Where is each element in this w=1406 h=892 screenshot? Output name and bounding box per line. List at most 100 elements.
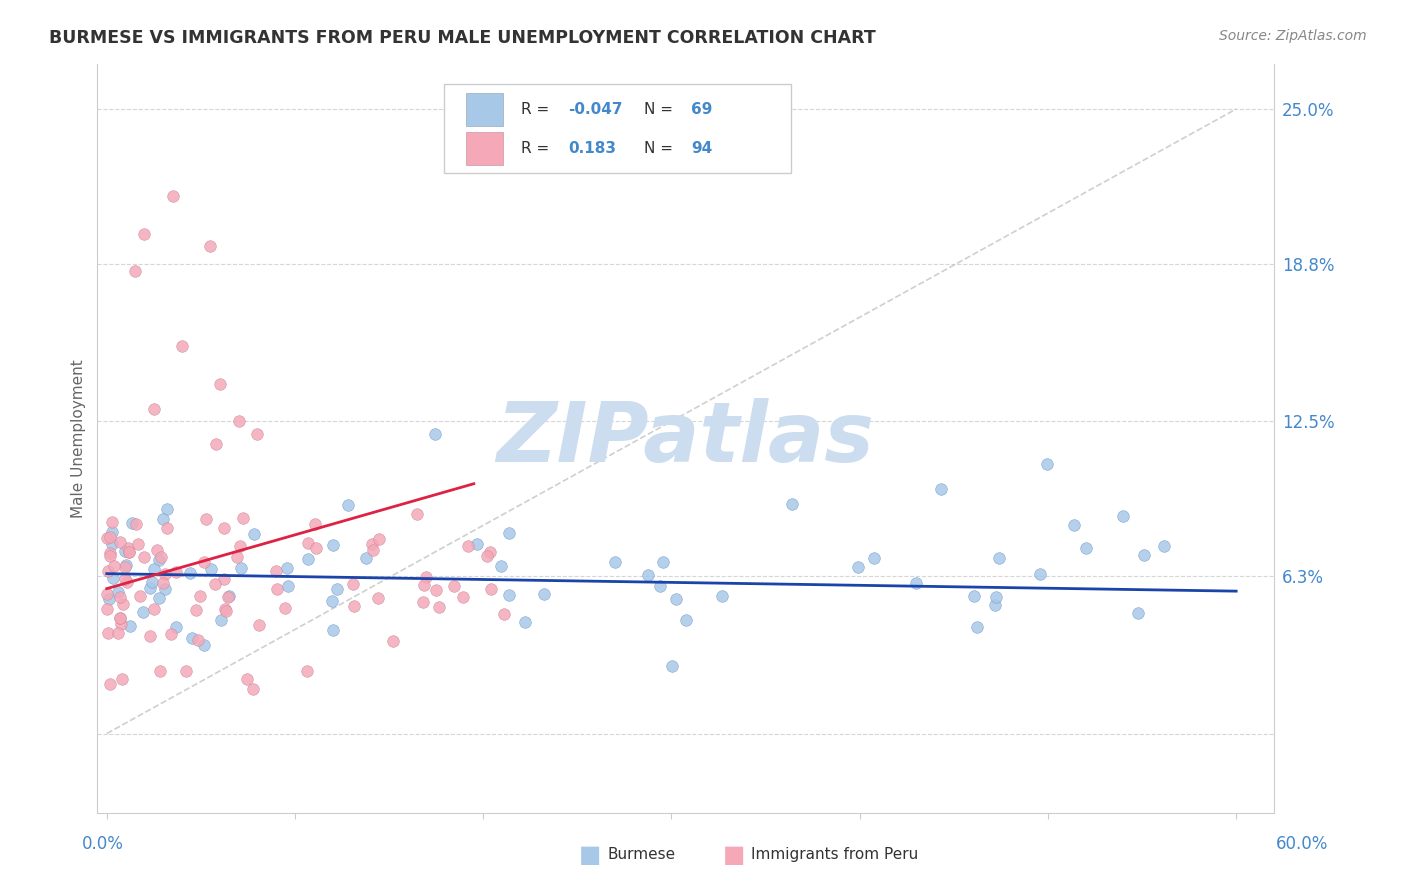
Point: [170, 339, 193, 353]
Point: [651, 555, 673, 569]
Point: [98, 546, 121, 560]
Point: [97, 625, 120, 640]
FancyBboxPatch shape: [465, 94, 503, 127]
Point: [174, 664, 197, 678]
Point: [179, 566, 201, 581]
Point: [465, 537, 488, 551]
Point: [243, 527, 266, 541]
Point: [121, 516, 143, 531]
Point: [479, 545, 502, 559]
Point: [905, 575, 928, 590]
Point: [118, 544, 141, 558]
Point: [1036, 457, 1059, 471]
Point: [498, 525, 520, 540]
Point: [297, 552, 319, 566]
Point: [97, 591, 120, 606]
Text: -0.047: -0.047: [568, 103, 623, 117]
Point: [156, 521, 179, 535]
Point: [863, 551, 886, 566]
Point: [489, 558, 512, 573]
Point: [212, 521, 235, 535]
Point: [214, 573, 236, 587]
Point: [457, 539, 479, 553]
Point: [101, 537, 124, 551]
Text: Burmese: Burmese: [607, 847, 675, 862]
Text: ■: ■: [579, 843, 602, 866]
Point: [96, 602, 118, 616]
Point: [97, 564, 120, 578]
Point: [115, 558, 138, 572]
Point: [276, 561, 298, 575]
Point: [152, 512, 174, 526]
Text: 0.183: 0.183: [568, 141, 616, 156]
Point: [148, 591, 170, 606]
Point: [425, 426, 447, 441]
Point: [603, 555, 626, 569]
Point: [129, 590, 152, 604]
Point: [117, 541, 139, 555]
Point: [1074, 541, 1097, 555]
Point: [963, 589, 986, 603]
Point: [114, 572, 136, 586]
Point: [929, 482, 952, 496]
Point: [112, 597, 135, 611]
Point: [1112, 509, 1135, 524]
Point: [675, 613, 697, 627]
Point: [427, 600, 450, 615]
Text: 69: 69: [692, 103, 713, 117]
Point: [1126, 606, 1149, 620]
FancyBboxPatch shape: [444, 84, 792, 173]
Text: N =: N =: [644, 103, 673, 117]
Point: [142, 401, 165, 416]
Point: [110, 535, 132, 549]
Text: 94: 94: [692, 141, 713, 156]
Point: [242, 681, 264, 696]
Point: [108, 611, 131, 625]
Point: [297, 536, 319, 550]
Point: [115, 575, 138, 590]
Point: [368, 532, 391, 546]
Point: [127, 537, 149, 551]
Point: [148, 553, 170, 567]
Text: N =: N =: [644, 141, 673, 156]
Point: [103, 558, 125, 573]
Point: [266, 582, 288, 597]
Point: [984, 599, 1007, 613]
Point: [367, 591, 389, 605]
Point: [984, 591, 1007, 605]
Point: [228, 414, 250, 428]
Point: [204, 576, 226, 591]
Point: [204, 437, 226, 451]
Point: [533, 586, 555, 600]
Point: [181, 631, 204, 645]
Point: [637, 567, 659, 582]
Text: Source: ZipAtlas.com: Source: ZipAtlas.com: [1219, 29, 1367, 43]
Text: R =: R =: [520, 103, 550, 117]
Point: [101, 525, 124, 540]
Text: BURMESE VS IMMIGRANTS FROM PERU MALE UNEMPLOYMENT CORRELATION CHART: BURMESE VS IMMIGRANTS FROM PERU MALE UNE…: [49, 29, 876, 46]
Text: Immigrants from Peru: Immigrants from Peru: [751, 847, 918, 862]
Point: [165, 620, 187, 634]
Point: [187, 633, 209, 648]
Point: [120, 618, 142, 632]
Point: [475, 549, 498, 563]
Point: [208, 376, 231, 391]
Point: [124, 516, 146, 531]
Point: [195, 512, 218, 526]
Point: [336, 498, 359, 512]
Point: [481, 582, 503, 596]
Point: [152, 575, 174, 590]
Point: [108, 610, 131, 624]
Point: [228, 539, 250, 553]
Point: [1153, 539, 1175, 553]
Point: [98, 530, 121, 544]
Point: [188, 589, 211, 603]
Point: [246, 426, 269, 441]
Text: R =: R =: [520, 141, 550, 156]
Point: [225, 549, 247, 564]
Point: [661, 658, 683, 673]
Point: [215, 604, 238, 618]
Point: [110, 617, 132, 632]
Point: [988, 550, 1011, 565]
Point: [139, 582, 162, 596]
